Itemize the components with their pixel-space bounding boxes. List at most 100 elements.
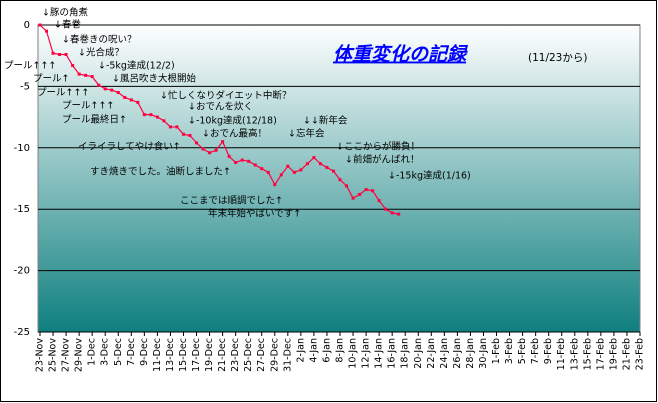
x-tick-label: 29-Dec xyxy=(269,338,280,372)
x-tick-label: 12-Jan xyxy=(361,338,372,369)
subtitle: (11/23から) xyxy=(528,52,587,64)
point xyxy=(234,161,238,165)
point xyxy=(58,52,62,56)
x-tick-label: 29-Nov xyxy=(74,338,85,372)
point xyxy=(364,188,368,192)
annotation: プール↑↑↑ xyxy=(4,61,56,72)
x-tick-label: 5-Feb xyxy=(517,338,528,364)
x-tick-label: 23-Feb xyxy=(635,338,646,370)
x-tick-label: 27-Nov xyxy=(61,338,72,372)
point xyxy=(84,73,88,77)
point xyxy=(305,162,309,166)
x-tick-label: 15-Feb xyxy=(582,338,593,370)
x-tick-label: 4-Jan xyxy=(308,338,319,363)
x-tick-label: 25-Nov xyxy=(48,338,59,372)
x-tick-label: 8-Jan xyxy=(335,338,346,363)
point xyxy=(345,184,349,188)
x-tick-label: 1-Dec xyxy=(87,338,98,366)
x-tick-label: 1-Feb xyxy=(491,338,502,364)
point xyxy=(175,125,179,129)
point xyxy=(142,113,146,117)
point xyxy=(312,156,316,160)
point xyxy=(51,51,55,55)
point xyxy=(279,173,283,177)
x-tick-label: 18-Jan xyxy=(400,338,411,369)
x-tick-label: 28-Jan xyxy=(465,338,476,369)
point xyxy=(181,132,185,136)
annotation: すき焼きでした。油断しました↑ xyxy=(90,166,231,178)
x-tick-label: 9-Dec xyxy=(139,338,150,366)
x-tick-label: 9-Feb xyxy=(543,338,554,364)
annotation: ↓↓新年会 xyxy=(303,115,348,127)
annotation: ↓春巻 xyxy=(54,19,81,31)
annotation: ↓忙しくなりダイエット中断？ xyxy=(160,90,291,102)
point xyxy=(325,165,329,169)
x-tick-label: 24-Jan xyxy=(439,338,450,369)
point xyxy=(214,148,218,152)
annotation: イライラしてやけ食い↑ xyxy=(78,141,181,153)
x-tick-label: 19-Feb xyxy=(608,338,619,370)
point xyxy=(377,199,381,203)
x-tick-label: 13-Feb xyxy=(569,338,580,370)
x-tick-label: 16-Jan xyxy=(387,338,398,369)
x-tick-label: 11-Dec xyxy=(152,338,163,372)
chart-title: 体重変化の記録 xyxy=(333,44,469,66)
x-tick-label: 3-Dec xyxy=(100,338,111,366)
point xyxy=(90,75,94,79)
point xyxy=(71,64,75,68)
y-tick-label: 0 xyxy=(24,20,30,31)
x-tick-label: 13-Dec xyxy=(165,338,176,372)
annotation: プール↑↑↑ xyxy=(37,88,89,99)
point xyxy=(266,170,270,174)
point xyxy=(110,88,114,92)
x-tick-label: 15-Dec xyxy=(178,338,189,372)
point xyxy=(221,140,225,144)
point xyxy=(253,163,257,167)
point xyxy=(299,168,303,172)
annotation: ↓忘年会 xyxy=(288,128,325,140)
x-tick-label: 21-Feb xyxy=(621,338,632,370)
point xyxy=(208,151,212,155)
point xyxy=(38,23,42,27)
x-tick-label: 27-Dec xyxy=(256,338,267,372)
point xyxy=(358,192,362,196)
point xyxy=(371,189,375,193)
y-tick-label: -25 xyxy=(14,327,30,338)
x-tick-label: 26-Jan xyxy=(452,338,463,369)
x-tick-label: 22-Jan xyxy=(426,338,437,369)
point xyxy=(77,72,81,76)
annotation: 年末年始やばいです↑ xyxy=(208,208,301,220)
x-tick-label: 17-Dec xyxy=(191,338,202,372)
annotation: ここまでは順調でした↑ xyxy=(180,195,283,207)
point xyxy=(116,91,120,95)
point xyxy=(64,52,68,56)
y-tick-label: -5 xyxy=(20,81,30,92)
x-tick-label: 17-Feb xyxy=(595,338,606,370)
annotation: ↓-15kg達成(1/16) xyxy=(388,170,471,182)
point xyxy=(136,100,140,104)
point xyxy=(123,95,127,99)
point xyxy=(240,158,244,162)
x-tick-label: 31-Dec xyxy=(282,338,293,372)
point xyxy=(129,98,133,102)
annotation: ↓豚の角煮 xyxy=(42,7,88,19)
point xyxy=(97,83,101,87)
x-tick-label: 25-Dec xyxy=(243,338,254,372)
point xyxy=(188,134,192,138)
x-tick-label: 3-Feb xyxy=(504,338,515,364)
x-tick-label: 7-Feb xyxy=(530,338,541,364)
annotation: ↓おでん最高！ xyxy=(202,128,267,140)
point xyxy=(260,167,264,171)
point xyxy=(318,162,322,166)
point xyxy=(149,113,153,117)
point xyxy=(331,169,335,173)
x-tick-label: 23-Dec xyxy=(230,338,241,372)
annotation: ↓おでんを炊く xyxy=(188,101,253,113)
point xyxy=(168,125,172,129)
point xyxy=(384,207,388,211)
point xyxy=(338,178,342,182)
point xyxy=(201,147,205,151)
x-tick-label: 30-Jan xyxy=(478,338,489,369)
annotation: ↓-5kg達成(12/2) xyxy=(98,60,175,72)
